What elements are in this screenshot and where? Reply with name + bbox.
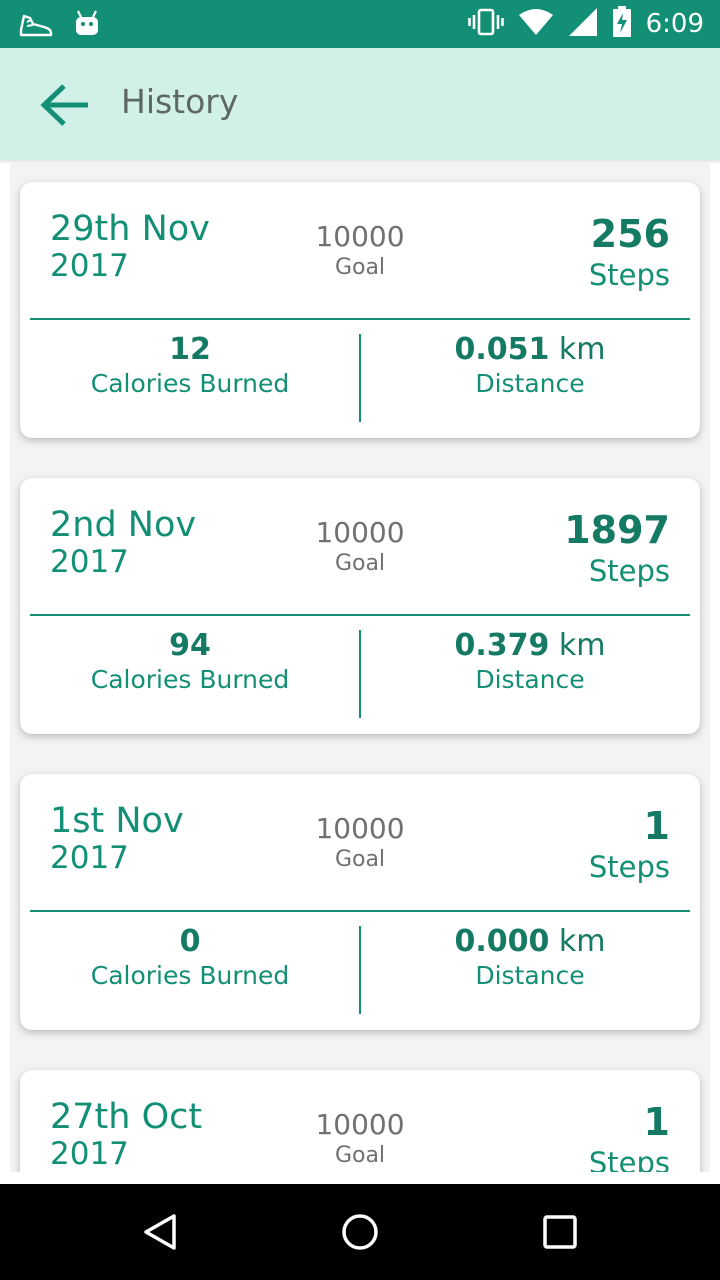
history-card[interactable]: 29th Nov 2017 10000 Goal 256 Steps 12 Ca… <box>20 182 700 438</box>
calories-label: Calories Burned <box>90 961 290 990</box>
steps-value: 1 <box>643 804 670 848</box>
nav-back-icon <box>144 1214 176 1250</box>
card-distance: 0.051 km Distance <box>360 332 700 398</box>
card-steps: 1897 Steps <box>564 508 670 588</box>
nav-home-icon <box>342 1214 378 1250</box>
card-vertical-divider <box>359 630 361 718</box>
card-steps: 1 Steps <box>589 804 670 884</box>
history-card[interactable]: 1st Nov 2017 10000 Goal 1 Steps 0 Calori… <box>20 774 700 1030</box>
goal-value: 10000 <box>315 220 405 253</box>
distance-value: 0.379 <box>454 628 550 663</box>
steps-value: 1897 <box>564 508 670 552</box>
nav-recents-button[interactable] <box>530 1202 590 1262</box>
card-steps: 256 Steps <box>589 212 670 292</box>
card-year: 2017 <box>50 248 129 284</box>
signal-icon <box>568 7 598 41</box>
card-goal: 10000 Goal <box>310 812 410 872</box>
steps-label: Steps <box>588 850 670 884</box>
distance-value: 0.000 <box>454 924 550 959</box>
navigation-bar <box>0 1184 720 1280</box>
steps-value: 256 <box>590 212 670 256</box>
card-year: 2017 <box>50 840 129 876</box>
nav-recents-icon <box>543 1215 577 1249</box>
calories-value: 12 <box>169 332 211 367</box>
history-card[interactable]: 2nd Nov 2017 10000 Goal 1897 Steps 94 Ca… <box>20 478 700 734</box>
card-year: 2017 <box>50 544 129 580</box>
distance-value-row: 0.379 km <box>360 628 700 663</box>
card-date: 2nd Nov 2017 <box>50 504 196 581</box>
card-date: 29th Nov 2017 <box>50 208 210 285</box>
distance-value: 0.051 <box>454 332 550 367</box>
status-time: 6:09 <box>645 9 704 39</box>
card-goal: 10000 Goal <box>310 516 410 576</box>
card-divider <box>30 318 690 320</box>
card-day: 1st Nov <box>50 801 184 841</box>
nav-home-button[interactable] <box>330 1202 390 1262</box>
distance-label: Distance <box>475 961 585 990</box>
nav-back-button[interactable] <box>130 1202 190 1262</box>
card-day: 2nd Nov <box>50 505 197 545</box>
history-list[interactable]: 29th Nov 2017 10000 Goal 256 Steps 12 Ca… <box>10 162 710 1172</box>
card-vertical-divider <box>359 926 361 1014</box>
steps-value: 1 <box>643 1100 670 1144</box>
card-calories: 94 Calories Burned <box>20 628 360 694</box>
card-distance: 0.379 km Distance <box>360 628 700 694</box>
card-steps: 1 Steps <box>589 1100 670 1172</box>
goal-value: 10000 <box>315 516 405 549</box>
steps-label: Steps <box>588 554 670 588</box>
shoe-icon <box>18 8 54 42</box>
distance-label: Distance <box>475 369 585 398</box>
distance-unit: km <box>549 628 606 663</box>
card-vertical-divider <box>359 334 361 422</box>
distance-label: Distance <box>475 665 585 694</box>
goal-label: Goal <box>334 551 386 576</box>
calories-value: 94 <box>169 628 211 663</box>
card-date: 1st Nov 2017 <box>50 800 184 877</box>
calories-label: Calories Burned <box>90 369 290 398</box>
android-icon <box>74 9 100 41</box>
distance-value-row: 0.000 km <box>360 924 700 959</box>
card-year: 2017 <box>50 1136 129 1172</box>
goal-label: Goal <box>334 1143 386 1168</box>
distance-unit: km <box>549 924 606 959</box>
card-goal: 10000 Goal <box>310 1108 410 1168</box>
card-divider <box>30 614 690 616</box>
card-calories: 0 Calories Burned <box>20 924 360 990</box>
card-day: 29th Nov <box>50 209 210 249</box>
app-bar: History <box>0 48 720 160</box>
back-button[interactable] <box>36 76 94 134</box>
card-calories: 12 Calories Burned <box>20 332 360 398</box>
goal-value: 10000 <box>315 812 405 845</box>
goal-label: Goal <box>334 847 386 872</box>
wifi-icon <box>518 8 554 40</box>
card-day: 27th Oct <box>50 1097 203 1137</box>
calories-value: 0 <box>179 924 201 959</box>
steps-label: Steps <box>588 258 670 292</box>
page-title: History <box>121 82 239 121</box>
steps-label: Steps <box>588 1146 670 1172</box>
distance-value-row: 0.051 km <box>360 332 700 367</box>
goal-label: Goal <box>334 255 386 280</box>
card-date: 27th Oct 2017 <box>50 1096 202 1172</box>
card-divider <box>30 910 690 912</box>
distance-unit: km <box>549 332 606 367</box>
history-card[interactable]: 27th Oct 2017 10000 Goal 1 Steps <box>20 1070 700 1172</box>
card-goal: 10000 Goal <box>310 220 410 280</box>
card-distance: 0.000 km Distance <box>360 924 700 990</box>
arrow-left-icon <box>40 84 88 126</box>
battery-charging-icon <box>612 6 632 42</box>
status-bar: 6:09 <box>0 0 720 48</box>
calories-label: Calories Burned <box>90 665 290 694</box>
vibrate-icon <box>467 7 504 41</box>
goal-value: 10000 <box>315 1108 405 1141</box>
